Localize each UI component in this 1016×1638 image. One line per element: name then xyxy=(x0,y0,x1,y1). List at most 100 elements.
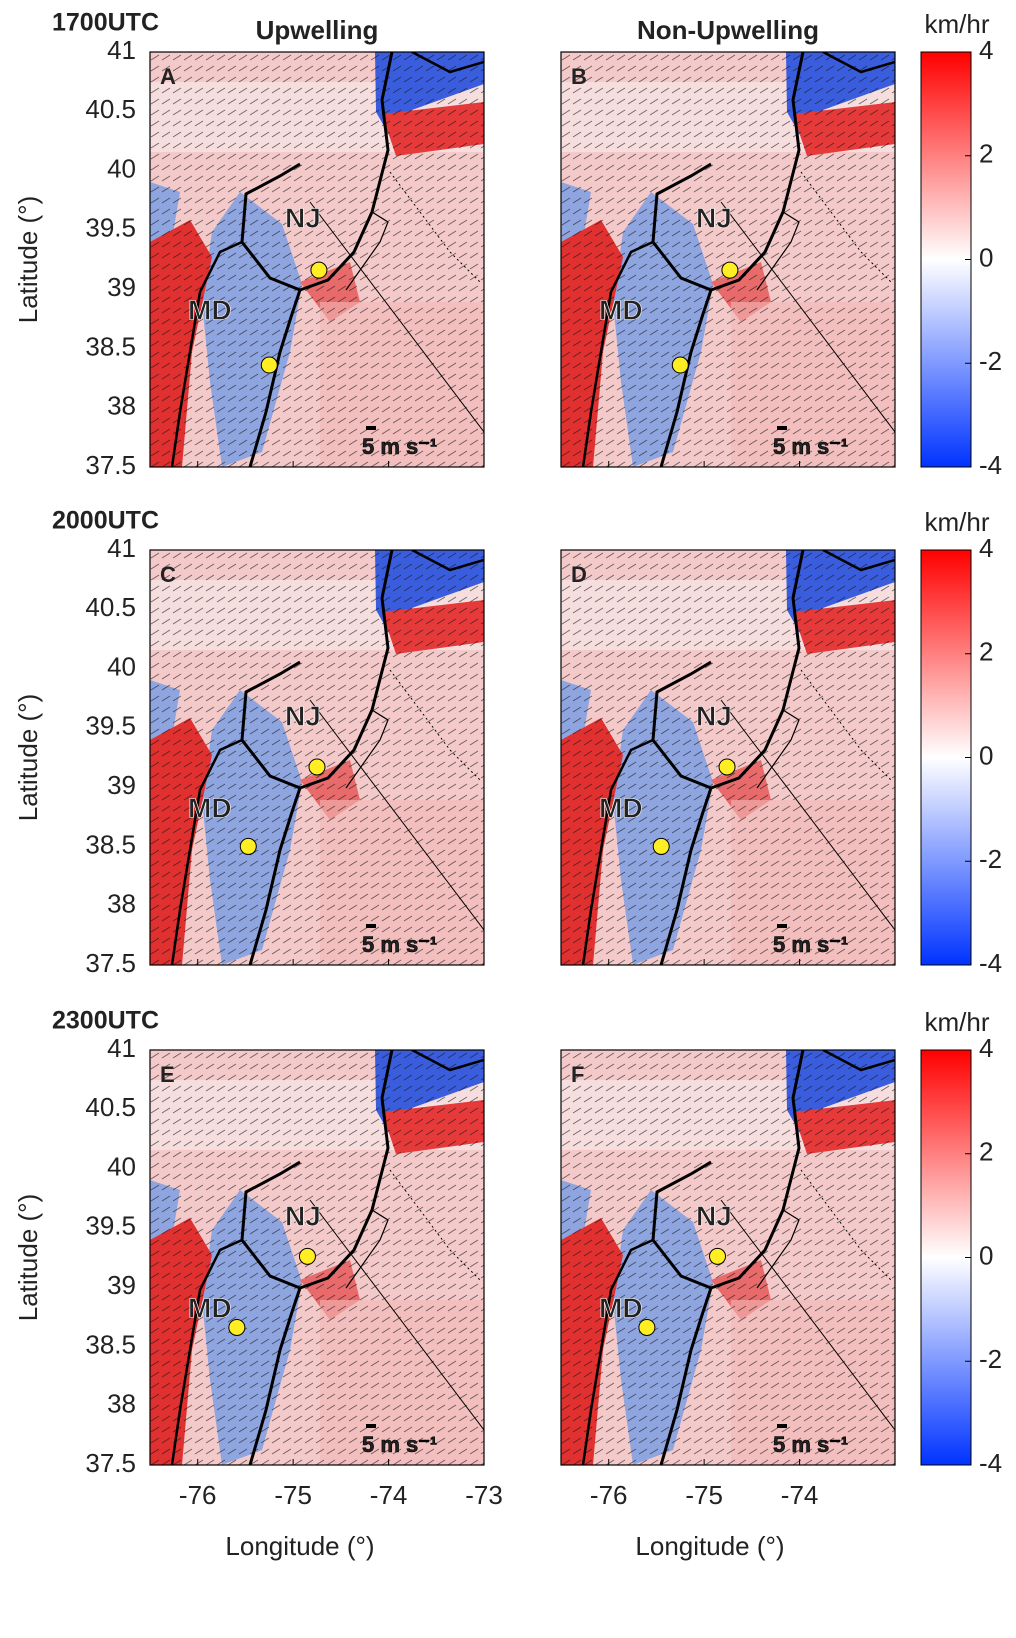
map-label: MD xyxy=(599,792,643,823)
y-tick-label: 40.5 xyxy=(85,94,136,124)
y-tick-label: 38.5 xyxy=(85,331,136,361)
map-panel: D NJ MD 5 m s⁻¹ xyxy=(561,550,895,965)
station xyxy=(239,837,257,855)
colorbar xyxy=(920,1049,972,1466)
y-tick-label: 41 xyxy=(107,35,136,65)
y-tick-label: 39.5 xyxy=(85,711,136,741)
colorbar-tick-label: 0 xyxy=(979,1240,993,1270)
station xyxy=(260,356,278,374)
colorbar-tick-label: 4 xyxy=(979,1033,993,1063)
y-tick-label: 39.5 xyxy=(85,213,136,243)
y-tick-label: 39 xyxy=(107,770,136,800)
map-panel: C NJ MD 5 m s⁻¹ xyxy=(150,550,484,965)
colorbar-tick-label: -2 xyxy=(979,1344,1002,1374)
colorbar-tick-label: -2 xyxy=(979,844,1002,874)
map-field xyxy=(561,52,895,467)
map-label: MD xyxy=(188,792,232,823)
y-tick-label: 37.5 xyxy=(85,948,136,978)
y-tick-label: 39.5 xyxy=(85,1211,136,1241)
x-tick-label: -74 xyxy=(370,1480,408,1510)
x-tick-label: -76 xyxy=(179,1480,217,1510)
y-tick-label: 40.5 xyxy=(85,1092,136,1122)
x-tick-label: -76 xyxy=(590,1480,628,1510)
column-title: Non-Upwelling xyxy=(637,15,819,45)
map-label: MD xyxy=(188,294,232,325)
y-tick-label: 38 xyxy=(107,1389,136,1419)
map-label: MD xyxy=(599,1292,643,1323)
station xyxy=(709,1247,727,1265)
map-label: NJ xyxy=(696,1200,732,1231)
x-tick-label: -73 xyxy=(465,1480,503,1510)
x-tick-label: -75 xyxy=(685,1480,723,1510)
scale-label: 5 m s⁻¹ xyxy=(773,434,848,459)
scale-label: 5 m s⁻¹ xyxy=(773,1432,848,1457)
colorbar-tick-label: -2 xyxy=(979,346,1002,376)
map-label: NJ xyxy=(285,700,321,731)
y-tick-label: 38 xyxy=(107,889,136,919)
y-tick-label: 40 xyxy=(107,651,136,681)
colorbar-tick-label: 4 xyxy=(979,533,993,563)
station xyxy=(652,837,670,855)
scale-label: 5 m s⁻¹ xyxy=(362,434,437,459)
station xyxy=(671,356,689,374)
station xyxy=(308,758,326,776)
y-tick-label: 38 xyxy=(107,391,136,421)
colorbar-tick-label: 2 xyxy=(979,139,993,169)
scale-label: 5 m s⁻¹ xyxy=(362,932,437,957)
map-field xyxy=(150,52,484,467)
map-field xyxy=(561,550,895,965)
map-panel: A NJ MD 5 m s⁻¹ xyxy=(150,52,484,467)
row-label: 1700UTC xyxy=(52,9,159,37)
colorbar xyxy=(920,51,972,468)
colorbar-tick-label: 0 xyxy=(979,242,993,272)
row-label: 2000UTC xyxy=(52,507,159,535)
y-tick-label: 40 xyxy=(107,1151,136,1181)
y-tick-label: 40.5 xyxy=(85,592,136,622)
y-tick-label: 39 xyxy=(107,272,136,302)
panel-letter: E xyxy=(160,1062,175,1087)
y-tick-label: 38.5 xyxy=(85,829,136,859)
map-panel: E NJ MD 5 m s⁻¹ xyxy=(150,1050,484,1465)
y-tick-label: 39 xyxy=(107,1270,136,1300)
colorbar xyxy=(920,549,972,966)
station xyxy=(228,1318,246,1336)
y-tick-label: 41 xyxy=(107,1033,136,1063)
map-field xyxy=(561,1050,895,1465)
colorbar-tick-label: 2 xyxy=(979,637,993,667)
y-tick-label: 37.5 xyxy=(85,1448,136,1478)
station xyxy=(718,758,736,776)
colorbar-tick-label: 0 xyxy=(979,740,993,770)
colorbar-tick-label: -4 xyxy=(979,948,1002,978)
panel-letter: A xyxy=(160,64,176,89)
scale-label: 5 m s⁻¹ xyxy=(773,932,848,957)
map-label: NJ xyxy=(696,700,732,731)
y-axis-label: Latitude (°) xyxy=(13,1194,43,1321)
x-axis-label: Longitude (°) xyxy=(635,1531,784,1561)
x-tick-label: -75 xyxy=(274,1480,312,1510)
colorbar-tick-label: -4 xyxy=(979,450,1002,480)
station xyxy=(721,261,739,279)
map-label: NJ xyxy=(696,202,732,233)
colorbar-unit: km/hr xyxy=(925,1007,990,1037)
panel-letter: D xyxy=(571,562,587,587)
colorbar-unit: km/hr xyxy=(925,507,990,537)
panel-letter: C xyxy=(160,562,176,587)
map-label: MD xyxy=(599,294,643,325)
colorbar-tick-label: 4 xyxy=(979,35,993,65)
x-tick-label: -74 xyxy=(781,1480,819,1510)
panel-letter: B xyxy=(571,64,587,89)
map-field xyxy=(150,1050,484,1465)
map-label: NJ xyxy=(285,202,321,233)
map-panel: F NJ MD 5 m s⁻¹ xyxy=(561,1050,895,1465)
y-tick-label: 40 xyxy=(107,153,136,183)
row-label: 2300UTC xyxy=(52,1007,159,1035)
station xyxy=(310,261,328,279)
column-title: Upwelling xyxy=(256,15,379,45)
map-label: NJ xyxy=(285,1200,321,1231)
y-axis-label: Latitude (°) xyxy=(13,196,43,323)
colorbar-tick-label: 2 xyxy=(979,1137,993,1167)
colorbar-unit: km/hr xyxy=(925,9,990,39)
colorbar-tick-label: -4 xyxy=(979,1448,1002,1478)
map-field xyxy=(150,550,484,965)
